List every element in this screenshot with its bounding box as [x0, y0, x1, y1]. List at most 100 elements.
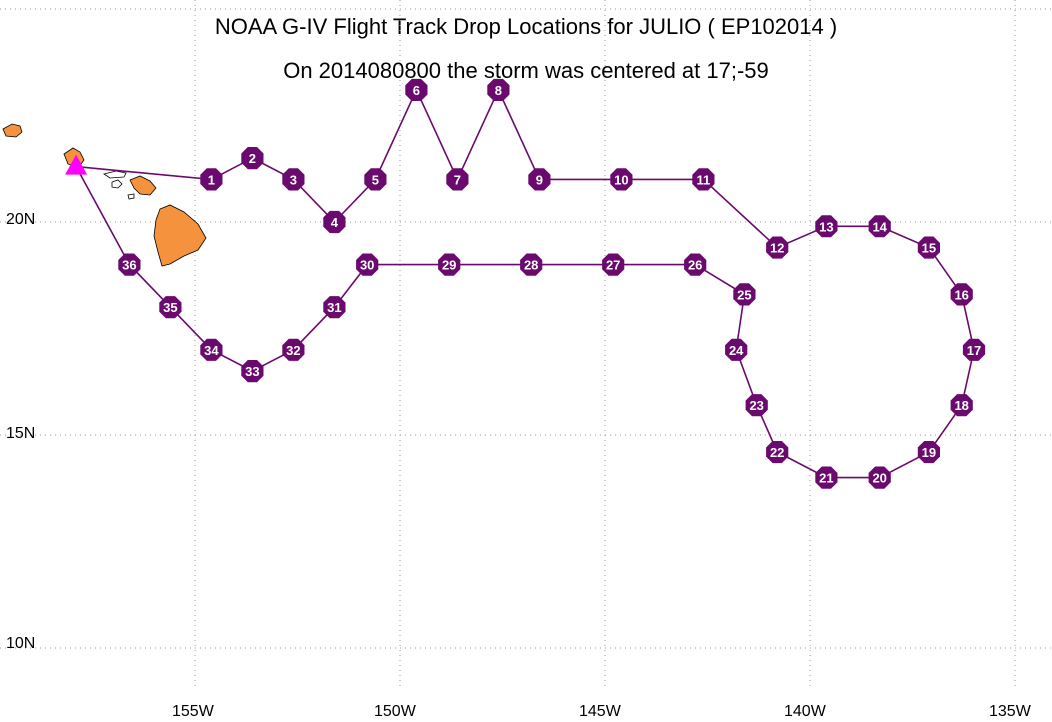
y-tick-15n: 15N: [6, 425, 36, 442]
map-subtitle: On 2014080800 the storm was centered at …: [283, 58, 769, 83]
drop-label: 14: [872, 219, 887, 234]
island-lanai: [111, 179, 123, 189]
drop-label: 26: [688, 258, 702, 273]
drop-label: 18: [954, 398, 968, 413]
drop-label: 34: [204, 343, 219, 358]
x-tick-150w: 150W: [374, 703, 416, 720]
drop-label: 2: [249, 151, 256, 166]
drop-label: 4: [331, 215, 339, 230]
drop-marker-9: 9: [528, 168, 551, 191]
octagon-marker: [725, 338, 748, 361]
drop-marker-15: 15: [917, 236, 940, 259]
octagon-marker: [745, 394, 768, 417]
octagon-marker: [692, 168, 715, 191]
octagon-marker: [684, 253, 707, 276]
drop-marker-11: 11: [692, 168, 715, 191]
octagon-marker: [602, 253, 625, 276]
drop-label: 23: [749, 398, 763, 413]
x-tick-135w: 135W: [989, 703, 1031, 720]
drop-label: 28: [524, 258, 538, 273]
island-hawaii: [153, 204, 207, 267]
drop-label: 21: [819, 471, 833, 486]
drop-label: 7: [454, 172, 461, 187]
drop-label: 8: [495, 83, 502, 98]
drop-marker-31: 31: [323, 296, 346, 319]
octagon-marker: [446, 168, 469, 191]
octagon-marker: [815, 215, 838, 238]
drop-label: 6: [413, 83, 420, 98]
drop-label: 35: [163, 300, 177, 315]
drop-marker-10: 10: [610, 168, 633, 191]
drop-label: 9: [536, 172, 543, 187]
octagon-marker: [282, 168, 305, 191]
drop-marker-19: 19: [917, 441, 940, 464]
octagon-marker: [159, 296, 182, 319]
octagon-marker: [438, 253, 461, 276]
drop-label: 25: [737, 287, 751, 302]
octagon-marker: [528, 168, 551, 191]
drop-marker-35: 35: [159, 296, 182, 319]
drop-label: 27: [606, 258, 620, 273]
map-title: NOAA G-IV Flight Track Drop Locations fo…: [214, 14, 838, 39]
drop-marker-27: 27: [602, 253, 625, 276]
drop-label: 3: [290, 172, 297, 187]
octagon-marker: [323, 296, 346, 319]
octagon-marker: [962, 338, 986, 361]
drop-marker-36: 36: [118, 253, 141, 276]
drop-marker-29: 29: [438, 253, 461, 276]
drop-marker-3: 3: [282, 168, 305, 191]
y-tick-10n: 10N: [6, 635, 36, 652]
hawaiian-islands: [2, 123, 207, 267]
drop-label: 12: [770, 241, 784, 256]
drop-label: 33: [245, 364, 259, 379]
drop-marker-14: 14: [868, 215, 891, 238]
octagon-marker: [364, 168, 387, 191]
drop-marker-25: 25: [733, 283, 756, 306]
drop-label: 29: [442, 258, 456, 273]
drop-label: 10: [614, 172, 628, 187]
drop-label: 13: [819, 219, 833, 234]
flight-track-line: [75, 87, 975, 479]
octagon-marker: [241, 147, 264, 170]
octagon-marker: [356, 253, 379, 276]
drop-label: 1: [208, 172, 215, 187]
island-kahoolawe: [127, 193, 135, 200]
x-tick-140w: 140W: [784, 703, 826, 720]
drop-label: 11: [697, 172, 711, 187]
octagon-marker: [200, 338, 223, 361]
y-tick-20n: 20N: [6, 211, 36, 228]
drop-marker-7: 7: [446, 168, 469, 191]
drop-marker-5: 5: [364, 168, 387, 191]
drop-marker-23: 23: [745, 394, 768, 417]
octagon-marker: [766, 236, 789, 259]
drop-label: 24: [729, 343, 744, 358]
drop-marker-12: 12: [766, 236, 789, 259]
drop-label: 16: [954, 287, 968, 302]
octagon-marker: [118, 253, 141, 276]
octagon-marker: [733, 283, 756, 306]
octagon-marker: [323, 210, 346, 234]
octagon-marker: [868, 215, 891, 238]
octagon-marker: [610, 168, 633, 191]
drop-marker-6: 6: [405, 78, 428, 101]
drop-marker-13: 13: [815, 215, 838, 238]
octagon-marker: [917, 441, 940, 464]
drop-marker-34: 34: [200, 338, 223, 361]
drop-marker-4: 4: [323, 210, 346, 234]
drop-label: 36: [122, 258, 136, 273]
octagon-marker: [520, 253, 543, 276]
drop-marker-2: 2: [241, 147, 264, 170]
drop-label: 5: [372, 172, 379, 187]
drop-label: 22: [770, 445, 784, 460]
octagon-marker: [815, 466, 838, 489]
drop-label: 20: [872, 471, 886, 486]
x-tick-145w: 145W: [579, 703, 621, 720]
octagon-marker: [282, 338, 305, 361]
drop-label: 19: [922, 445, 936, 460]
octagon-marker: [950, 283, 973, 306]
octagon-marker: [868, 466, 891, 489]
octagon-marker: [950, 394, 973, 417]
drop-marker-8: 8: [487, 78, 510, 101]
